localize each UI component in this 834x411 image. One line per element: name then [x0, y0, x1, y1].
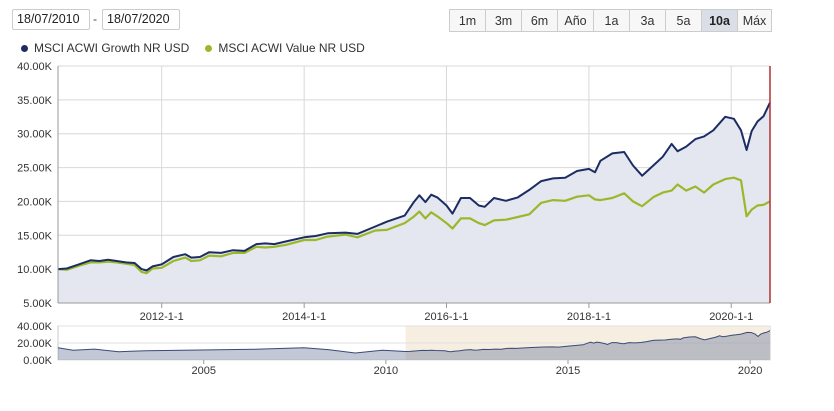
range-button-6m[interactable]: 6m [521, 9, 558, 32]
navigator-y-tick-label: 0.00K [23, 355, 52, 367]
range-button-max[interactable]: Máx [737, 9, 772, 32]
range-button-ytd[interactable]: Año [557, 9, 594, 32]
legend-label-growth: MSCI ACWI Growth NR USD [34, 41, 190, 55]
end-date-input[interactable]: 18/07/2020 [102, 9, 180, 30]
legend-label-value: MSCI ACWI Value NR USD [218, 41, 365, 55]
x-tick-label: 2018-1-1 [567, 311, 611, 323]
legend-item-growth[interactable]: MSCI ACWI Growth NR USD [21, 41, 189, 55]
y-tick-label: 35.00K [17, 95, 53, 107]
y-tick-label: 30.00K [17, 129, 53, 141]
growth-series-marker [21, 44, 28, 52]
navigator-y-tick-label: 20.00K [17, 338, 53, 350]
x-tick-label: 2012-1-1 [140, 311, 184, 323]
series-line-value [57, 176, 771, 275]
range-button-5a[interactable]: 5a [665, 9, 702, 32]
y-tick-label: 40.00K [17, 61, 53, 73]
navigator-x-tick-label: 2015 [556, 365, 580, 377]
range-button-3a[interactable]: 3a [629, 9, 666, 32]
range-button-10a[interactable]: 10a [701, 9, 738, 32]
y-tick-label: 5.00K [23, 298, 52, 310]
y-tick-label: 15.00K [17, 230, 53, 242]
legend-item-value[interactable]: MSCI ACWI Value NR USD [205, 41, 365, 55]
date-range-separator: - [93, 12, 97, 26]
navigator-area-fill [58, 330, 770, 360]
y-tick-label: 25.00K [17, 163, 53, 175]
x-tick-label: 2014-1-1 [282, 311, 326, 323]
chart-legend: MSCI ACWI Growth NR USD MSCI ACWI Value … [21, 41, 381, 55]
navigator-x-tick-label: 2020 [738, 365, 762, 377]
navigator-x-tick-label: 2010 [374, 365, 398, 377]
value-series-marker [205, 44, 213, 52]
navigator-series-line [57, 330, 771, 354]
y-tick-label: 20.00K [17, 196, 53, 208]
range-button-1m[interactable]: 1m [449, 9, 486, 32]
navigator-x-tick-label: 2005 [191, 365, 215, 377]
x-tick-label: 2016-1-1 [424, 311, 468, 323]
navigator-y-tick-label: 40.00K [17, 321, 53, 333]
series-line-growth [57, 102, 771, 272]
y-tick-label: 10.00K [17, 264, 53, 276]
range-selector: 1m 3m 6m Año 1a 3a 5a 10a Máx [449, 9, 772, 32]
start-date-input[interactable]: 18/07/2010 [12, 9, 90, 30]
x-tick-label: 2020-1-1 [709, 311, 753, 323]
